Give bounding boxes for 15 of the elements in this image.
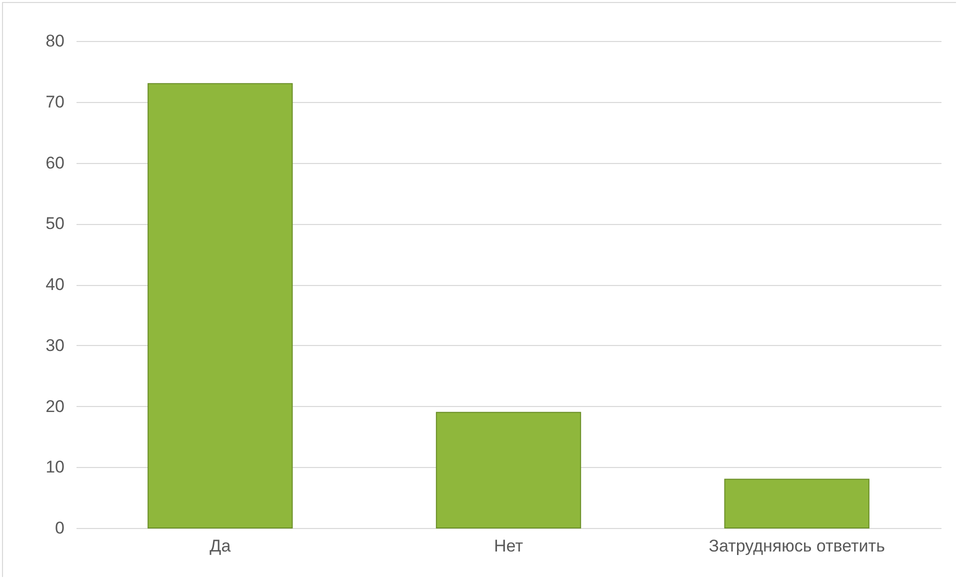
y-tick-label: 80 <box>46 32 64 50</box>
y-tick-label: 50 <box>46 214 64 234</box>
bar <box>148 83 293 528</box>
x-tick-label: Да <box>210 536 232 556</box>
y-tick-label: 40 <box>46 275 64 294</box>
bar <box>436 412 582 528</box>
y-tick-label: 0 <box>55 518 64 538</box>
y-tick-label: 30 <box>46 336 64 355</box>
x-tick-label: Нет <box>494 536 524 556</box>
y-tick-label: 10 <box>46 458 64 477</box>
y-tick-label: 70 <box>46 92 64 112</box>
bar <box>724 478 870 528</box>
x-tick-label: Затрудняюсь ответить <box>708 536 886 556</box>
y-tick-label: 60 <box>46 153 64 172</box>
y-tick-label: 20 <box>46 396 64 416</box>
